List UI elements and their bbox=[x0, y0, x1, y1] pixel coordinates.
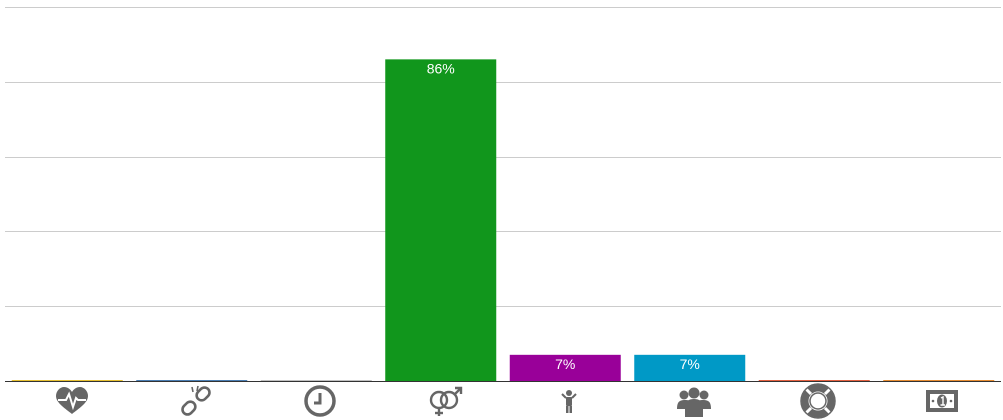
clock-icon bbox=[304, 385, 336, 417]
data-label-gender: 86% bbox=[427, 60, 455, 76]
users-icon bbox=[677, 387, 711, 417]
broken-link-icon bbox=[181, 385, 211, 416]
data-label-group: 7% bbox=[680, 356, 700, 372]
child-icon bbox=[561, 390, 577, 413]
heartbeat-icon bbox=[56, 387, 88, 414]
bar-money bbox=[883, 380, 995, 381]
bar-gender bbox=[385, 59, 497, 382]
gender-icon bbox=[429, 386, 463, 416]
data-label-person: 7% bbox=[555, 356, 575, 372]
bar-health bbox=[11, 380, 123, 381]
bar-support bbox=[758, 380, 870, 381]
data-labels: 86% 7% 7% bbox=[427, 60, 700, 371]
money-icon bbox=[926, 390, 958, 412]
bar-time bbox=[260, 380, 372, 381]
bar-link bbox=[136, 380, 248, 381]
gridlines bbox=[5, 7, 1001, 307]
bar-person bbox=[509, 354, 621, 381]
bars bbox=[11, 59, 995, 382]
life-ring-icon bbox=[800, 383, 836, 419]
bar-group bbox=[634, 354, 746, 381]
